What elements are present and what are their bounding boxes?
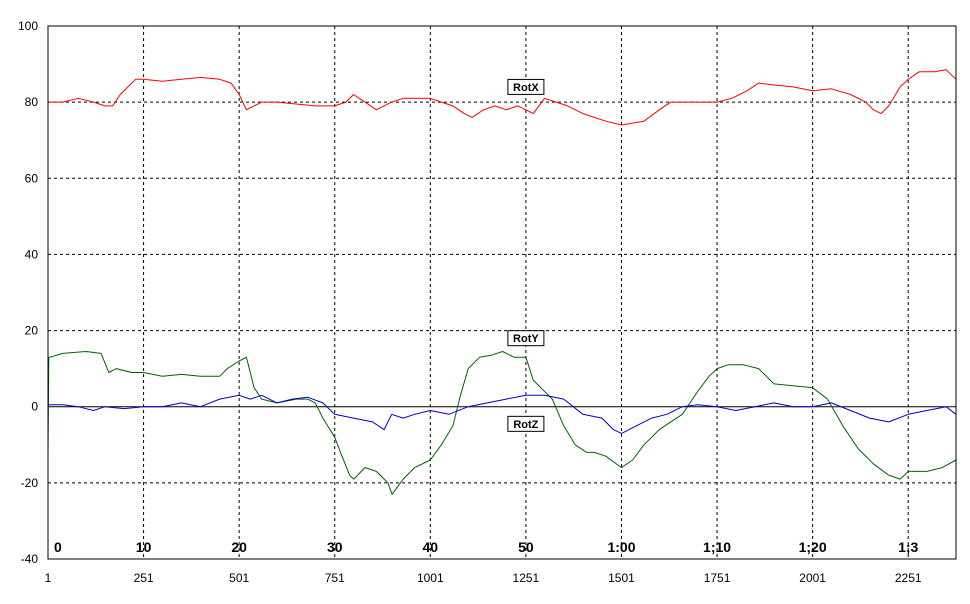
series-label-text: RotX [513, 82, 539, 94]
series-label-text: RotY [513, 333, 539, 345]
x-tick-label: 2251 [895, 571, 922, 585]
series-label-box [507, 415, 545, 432]
grid-lines [48, 26, 956, 559]
x-tick-label: 501 [229, 571, 249, 585]
x-tick-label: 251 [134, 571, 154, 585]
time-label: 1;20 [799, 539, 827, 555]
y-tick-label: -40 [21, 552, 39, 566]
y-tick-label: -20 [21, 476, 39, 490]
series-label-rotz: RotZ [507, 415, 545, 432]
series-label-box [507, 78, 545, 95]
y-tick-label: 80 [25, 95, 39, 109]
time-labels: 0 10 20 30 40 50 1:00 1;10 1;20 1;3 [54, 539, 919, 555]
y-axis-ticks: -40 -20 0 20 40 60 80 100 [18, 19, 38, 566]
series-labels: RotX RotY RotZ [507, 78, 545, 432]
series-label-rotx: RotX [507, 78, 545, 95]
time-label: 10 [136, 539, 152, 555]
time-label: 1;10 [703, 539, 731, 555]
x-tick-label: 2001 [799, 571, 826, 585]
series-line-roty [47, 351, 957, 495]
x-tick-label: 751 [325, 571, 345, 585]
time-label: 0 [54, 539, 62, 555]
plot-border [47, 25, 957, 560]
time-label: 30 [327, 539, 343, 555]
time-label: 50 [518, 539, 534, 555]
time-label: 20 [231, 539, 247, 555]
x-tick-label: 1001 [417, 571, 444, 585]
plot-background [48, 26, 956, 559]
series-layer [47, 69, 957, 495]
y-tick-label: 60 [25, 171, 39, 185]
x-axis-ticks: 1 251 501 751 1001 1251 1501 1751 2001 2251 [45, 571, 922, 585]
y-tick-label: 20 [25, 324, 39, 338]
y-tick-label: 40 [25, 247, 39, 261]
x-tick-label: 1751 [704, 571, 731, 585]
x-tick-label: 1501 [608, 571, 635, 585]
series-label-box [507, 330, 545, 347]
x-tick-label: 1 [45, 571, 52, 585]
series-line-rotz [48, 394, 957, 434]
x-tick-label: 1251 [513, 571, 540, 585]
time-label: 40 [423, 539, 439, 555]
series-line-rotx [48, 69, 957, 126]
y-tick-label: 100 [18, 19, 38, 33]
y-tick-label: 0 [31, 400, 38, 414]
time-label: 1:00 [607, 539, 635, 555]
series-label-roty: RotY [507, 330, 545, 347]
time-label: 1;3 [898, 539, 918, 555]
series-label-text: RotZ [513, 419, 538, 431]
